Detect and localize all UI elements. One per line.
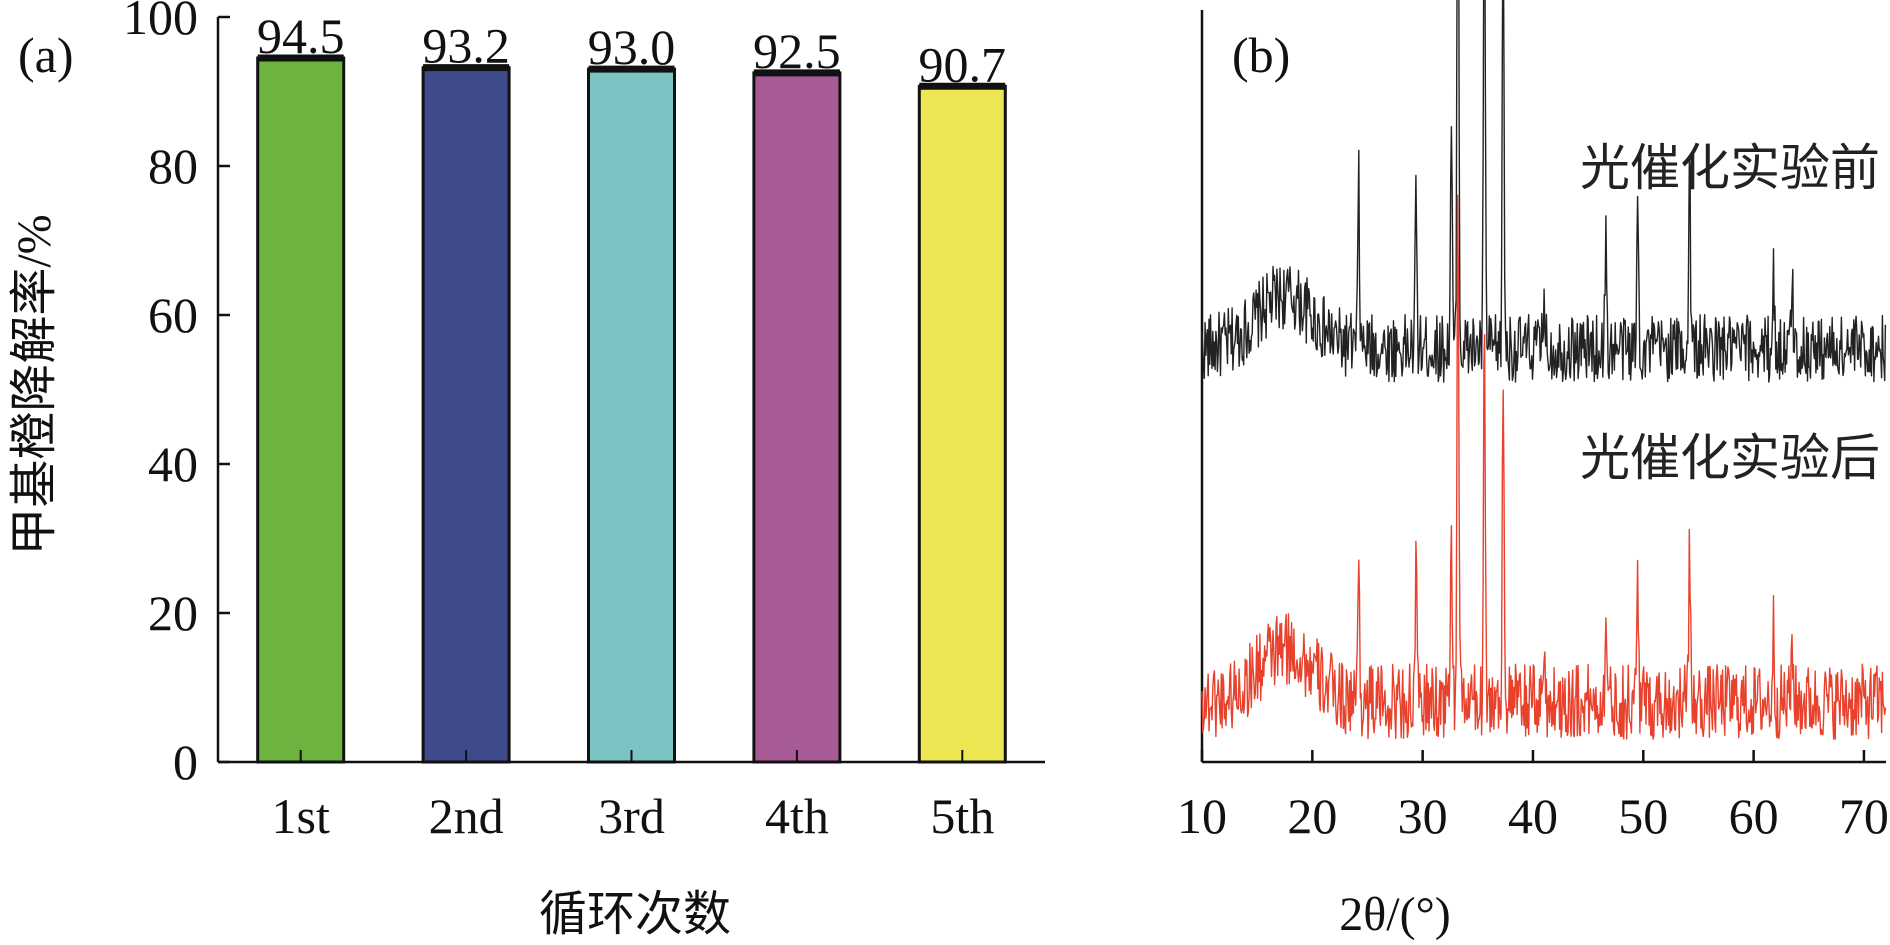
bar: [256, 56, 346, 764]
panel-b-label: (b): [1232, 27, 1290, 83]
panel-a-y-tick-label: 20: [148, 585, 198, 641]
panel-a-x-tick-label: 2nd: [429, 788, 504, 844]
panel-a-bar-chart: (a) 94.5 93.2 93.0 92.5 90.7 0 20 40 60 80 100 1st…: [8, 0, 1045, 941]
bar: [752, 71, 842, 764]
panel-b-x-tick-label: 50: [1618, 788, 1668, 844]
panel-a-x-tick-label: 4th: [765, 788, 829, 844]
panel-a-ticks: 0 20 40 60 80 100 1st 2nd 3rd 4th 5th: [123, 0, 994, 844]
panel-b-x-axis-title: 2θ/(°): [1339, 888, 1451, 941]
panel-b-x-tick-label: 70: [1839, 788, 1889, 844]
bar: [421, 66, 511, 764]
panel-a-y-tick-label: 100: [123, 0, 198, 45]
series-label: 光催化实验前: [1580, 139, 1880, 197]
bar: [917, 84, 1007, 764]
panel-a-y-tick-label: 0: [173, 734, 198, 790]
panel-a-x-axis-title: 循环次数: [539, 888, 731, 941]
panel-a-x-tick-label: 1st: [272, 788, 330, 844]
bar-value-label: 94.5: [257, 8, 345, 64]
panel-a-label: (a): [18, 27, 74, 83]
panel-a-y-tick-label: 40: [148, 436, 198, 492]
panel-b-ticks: 10 20 30 40 50 60 70: [1177, 750, 1889, 844]
panel-b-x-tick-label: 10: [1177, 788, 1227, 844]
xrd-pattern-line: [1201, 0, 1887, 383]
panel-a-bars: 94.5 93.2 93.0 92.5 90.7: [256, 8, 1007, 764]
panel-b-x-tick-label: 40: [1508, 788, 1558, 844]
bar: [587, 67, 676, 764]
bar-value-label: 93.2: [422, 18, 510, 74]
panel-b-x-tick-label: 60: [1729, 788, 1779, 844]
bar-value-label: 90.7: [919, 36, 1007, 92]
panel-a-y-tick-label: 80: [148, 138, 198, 194]
bar-value-label: 92.5: [753, 23, 841, 79]
bar-value-label: 93.0: [588, 19, 676, 75]
panel-b-x-tick-label: 30: [1398, 788, 1448, 844]
xrd-pattern-line: [1201, 194, 1887, 740]
panel-b-axes: [1200, 10, 1886, 764]
panel-a-y-axis-title: 甲基橙降解率/%: [8, 214, 61, 555]
panel-a-x-tick-label: 5th: [930, 788, 994, 844]
panel-a-x-tick-label: 3rd: [598, 788, 665, 844]
series-label: 光催化实验后: [1580, 429, 1880, 487]
panel-a-y-tick-label: 60: [148, 287, 198, 343]
panel-b-x-tick-label: 20: [1287, 788, 1337, 844]
